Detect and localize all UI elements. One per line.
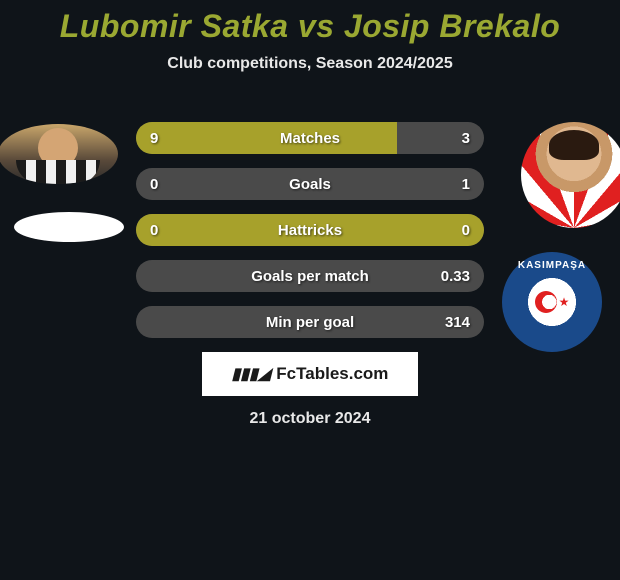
stat-label: Goals per match xyxy=(136,268,484,285)
club-name: KASIMPAŞA xyxy=(502,260,602,271)
player2-hair xyxy=(549,130,599,160)
branding-box: ▮▮▮◢ FcTables.com xyxy=(202,352,418,396)
stat-row: Min per goal314 xyxy=(136,306,484,338)
stat-row: 0Goals1 xyxy=(136,168,484,200)
player1-club-logo xyxy=(14,212,124,242)
chart-icon: ▮▮▮◢ xyxy=(232,364,271,384)
player1-avatar xyxy=(0,124,118,184)
stat-row: 9Matches3 xyxy=(136,122,484,154)
date-text: 21 october 2024 xyxy=(0,410,620,428)
stat-label: Min per goal xyxy=(136,314,484,331)
stats-panel: 9Matches30Goals10Hattricks0Goals per mat… xyxy=(136,122,484,352)
player2-name: Josip Brekalo xyxy=(344,8,560,44)
stat-right-value: 0 xyxy=(462,222,470,239)
player1-name: Lubomir Satka xyxy=(60,8,289,44)
stat-right-value: 314 xyxy=(445,314,470,331)
subtitle: Club competitions, Season 2024/2025 xyxy=(0,55,620,73)
crescent-icon xyxy=(535,291,557,313)
stat-row: Goals per match0.33 xyxy=(136,260,484,292)
star-icon: ★ xyxy=(559,295,570,309)
stat-label: Matches xyxy=(136,130,484,147)
stat-right-value: 1 xyxy=(462,176,470,193)
stat-right-value: 3 xyxy=(462,130,470,147)
stat-label: Goals xyxy=(136,176,484,193)
vs-text: vs xyxy=(298,8,335,44)
comparison-title: Lubomir Satka vs Josip Brekalo xyxy=(0,0,620,45)
player2-club-logo: KASIMPAŞA ★ xyxy=(502,252,602,352)
club-symbol: ★ xyxy=(532,282,572,322)
player1-jersey xyxy=(16,160,100,184)
stat-row: 0Hattricks0 xyxy=(136,214,484,246)
branding-text: FcTables.com xyxy=(276,364,388,384)
infographic-container: Lubomir Satka vs Josip Brekalo Club comp… xyxy=(0,0,620,440)
club-ring: KASIMPAŞA ★ xyxy=(502,252,602,352)
stat-label: Hattricks xyxy=(136,222,484,239)
player2-avatar xyxy=(521,122,620,228)
stat-right-value: 0.33 xyxy=(441,268,470,285)
